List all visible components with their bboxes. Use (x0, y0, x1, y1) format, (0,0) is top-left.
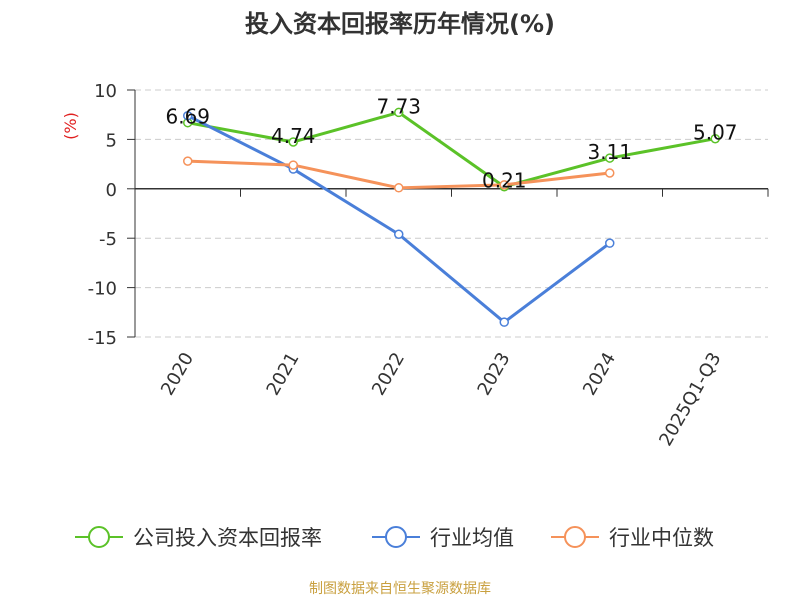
data-point (710, 133, 720, 144)
y-tick-label: 10 (94, 81, 117, 102)
x-tick-label: 2020 (157, 349, 198, 399)
data-point (183, 156, 193, 166)
data-point (394, 183, 404, 193)
data-label: 3.11 (587, 140, 632, 164)
x-tick-label: 2022 (368, 349, 409, 399)
y-tick-label: 0 (106, 180, 117, 201)
data-label: 6.69 (165, 105, 210, 129)
legend-marker (385, 526, 407, 548)
y-axis-label: (%) (61, 112, 80, 140)
data-point (605, 238, 615, 248)
y-tick-label: -10 (88, 279, 117, 300)
data-label: 0.21 (482, 169, 527, 193)
legend-label: 行业均值 (430, 526, 514, 550)
x-tick-label: 2021 (262, 349, 303, 399)
data-point (288, 137, 298, 147)
x-tick-label: 2025Q1-Q3 (655, 349, 725, 450)
data-point (605, 168, 615, 178)
series-line (187, 114, 611, 324)
data-label: 4.74 (271, 124, 316, 148)
data-point (394, 229, 404, 239)
chart-title: 投入资本回报率历年情况(%) (245, 10, 555, 38)
data-point (499, 180, 509, 190)
data-point (183, 110, 193, 121)
data-label: 7.73 (376, 94, 421, 118)
data-point (394, 107, 404, 118)
series-line (187, 110, 716, 189)
x-tick-label: 2023 (473, 349, 514, 399)
x-tick-label: 2024 (579, 349, 620, 399)
data-point (605, 153, 615, 163)
y-tick-label: 5 (106, 130, 117, 151)
data-point (499, 317, 509, 327)
data-point (288, 160, 298, 170)
y-tick-label: -15 (88, 328, 117, 349)
legend-marker (564, 526, 586, 548)
legend-marker (88, 526, 110, 548)
legend-label: 公司投入资本回报率 (133, 526, 322, 550)
source-note: 制图数据来自恒生聚源数据库 (309, 581, 491, 597)
legend-label: 行业中位数 (609, 526, 714, 550)
y-tick-label: -5 (99, 229, 117, 250)
data-label: 5.07 (693, 121, 738, 145)
